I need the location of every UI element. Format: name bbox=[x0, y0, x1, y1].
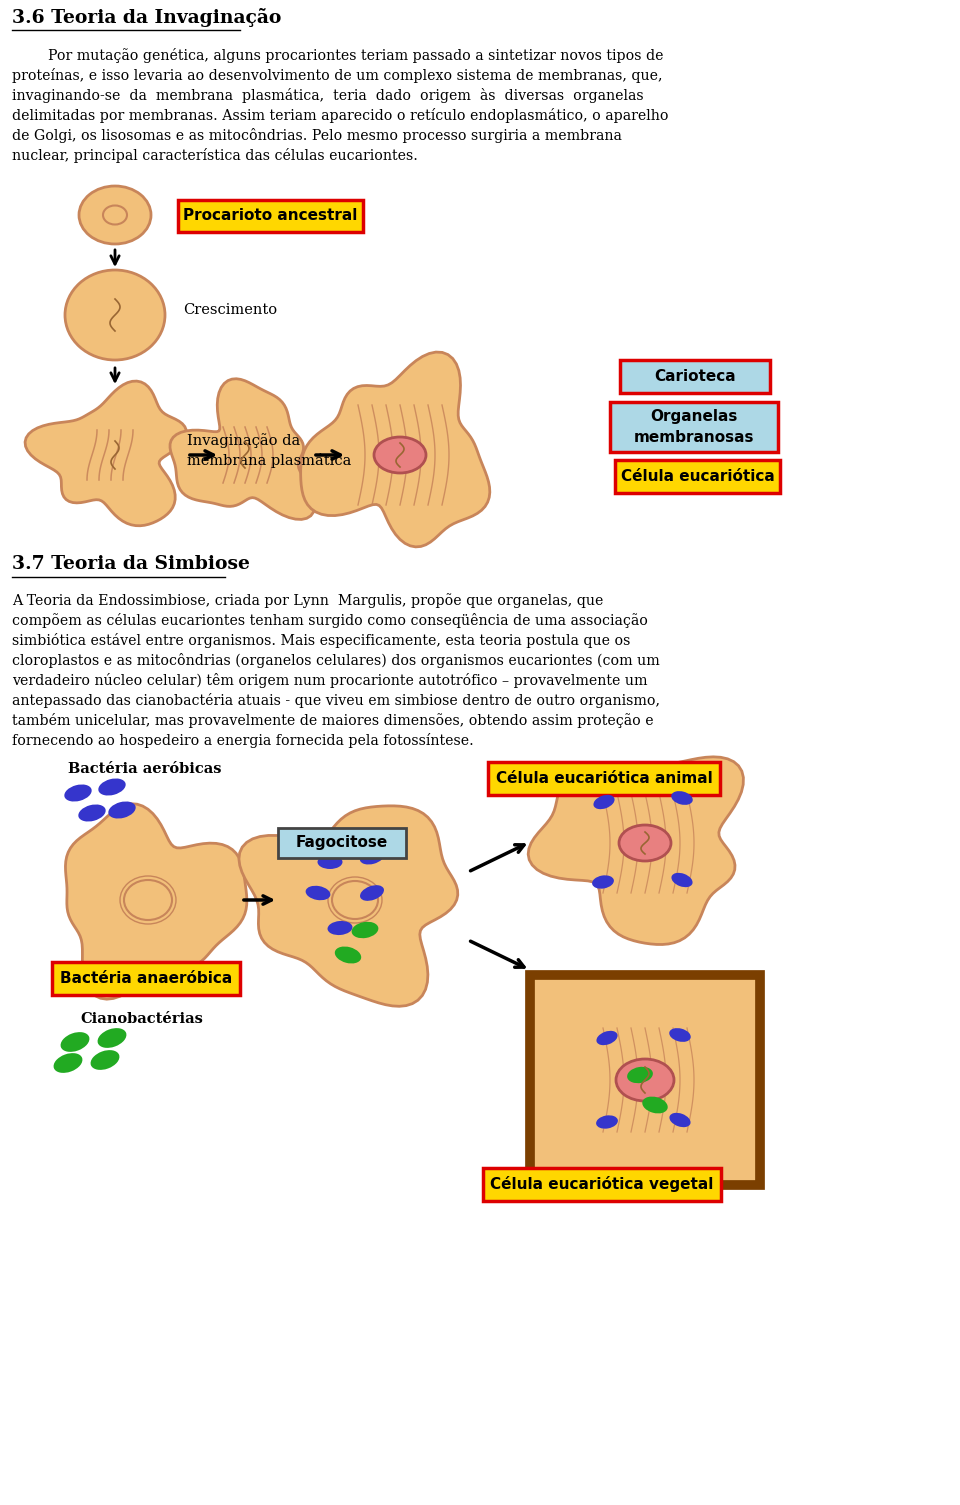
Ellipse shape bbox=[98, 1028, 127, 1047]
Ellipse shape bbox=[98, 778, 126, 796]
Text: Bactéria anaeróbica: Bactéria anaeróbica bbox=[60, 971, 232, 986]
Ellipse shape bbox=[642, 1097, 668, 1114]
Polygon shape bbox=[528, 757, 743, 945]
Text: também unicelular, mas provavelmente de maiores dimensões, obtendo assim proteçã: também unicelular, mas provavelmente de … bbox=[12, 713, 654, 728]
Text: antepassado das cianobactéria atuais - que viveu em simbiose dentro de outro org: antepassado das cianobactéria atuais - q… bbox=[12, 692, 660, 707]
Text: compõem as células eucariontes tenham surgido como conseqüência de uma associaçã: compõem as células eucariontes tenham su… bbox=[12, 613, 648, 628]
Text: Invaginação da: Invaginação da bbox=[187, 433, 300, 448]
Ellipse shape bbox=[619, 825, 671, 861]
Text: Organelas: Organelas bbox=[650, 409, 737, 424]
Bar bbox=[52, 962, 240, 995]
Text: invaginando-se  da  membrana  plasmática,  teria  dado  origem  às  diversas  or: invaginando-se da membrana plasmática, t… bbox=[12, 87, 643, 102]
Ellipse shape bbox=[79, 187, 151, 244]
Bar bbox=[488, 762, 720, 795]
Ellipse shape bbox=[616, 1060, 674, 1102]
Text: fornecendo ao hospedeiro a energia fornecida pela fotossíntese.: fornecendo ao hospedeiro a energia forne… bbox=[12, 733, 473, 748]
Text: Crescimento: Crescimento bbox=[183, 303, 277, 318]
Ellipse shape bbox=[596, 1115, 618, 1129]
Text: membranosas: membranosas bbox=[634, 429, 755, 444]
Ellipse shape bbox=[305, 886, 330, 900]
Ellipse shape bbox=[360, 849, 384, 864]
Ellipse shape bbox=[65, 269, 165, 360]
Text: Fagocitose: Fagocitose bbox=[296, 835, 388, 850]
Ellipse shape bbox=[64, 784, 92, 802]
Bar bbox=[483, 1168, 721, 1201]
Text: membrana plasmática: membrana plasmática bbox=[187, 453, 351, 468]
Text: A Teoria da Endossimbiose, criada por Lynn  Margulis, propõe que organelas, que: A Teoria da Endossimbiose, criada por Ly… bbox=[12, 593, 604, 608]
Polygon shape bbox=[25, 381, 186, 525]
Ellipse shape bbox=[54, 1054, 83, 1073]
Text: Procarioto ancestral: Procarioto ancestral bbox=[183, 209, 358, 224]
Text: cloroplastos e as mitocôndrias (organelos celulares) dos organismos eucariontes : cloroplastos e as mitocôndrias (organelo… bbox=[12, 653, 660, 668]
Ellipse shape bbox=[90, 1050, 119, 1070]
Ellipse shape bbox=[669, 1112, 690, 1127]
Text: 3.6 Teoria da Invaginação: 3.6 Teoria da Invaginação bbox=[12, 8, 281, 27]
Ellipse shape bbox=[671, 873, 692, 886]
Ellipse shape bbox=[108, 802, 135, 819]
Text: Carioteca: Carioteca bbox=[654, 369, 735, 384]
Ellipse shape bbox=[593, 795, 614, 810]
Ellipse shape bbox=[351, 921, 378, 938]
Text: nuclear, principal característica das células eucariontes.: nuclear, principal característica das cé… bbox=[12, 147, 418, 163]
Bar bbox=[615, 461, 780, 494]
Text: Célula eucariótica vegetal: Célula eucariótica vegetal bbox=[491, 1177, 713, 1192]
Ellipse shape bbox=[318, 855, 343, 868]
Text: delimitadas por membranas. Assim teriam aparecido o retículo endoplasmático, o a: delimitadas por membranas. Assim teriam … bbox=[12, 108, 668, 123]
Text: verdadeiro núcleo celular) têm origem num procarionte autotrófico – provavelment: verdadeiro núcleo celular) têm origem nu… bbox=[12, 673, 647, 688]
Polygon shape bbox=[239, 805, 458, 1007]
Ellipse shape bbox=[669, 1028, 691, 1041]
Bar bbox=[620, 360, 770, 393]
Ellipse shape bbox=[360, 885, 384, 901]
Bar bbox=[610, 402, 778, 452]
Bar bbox=[530, 975, 760, 1184]
Polygon shape bbox=[170, 379, 315, 519]
Ellipse shape bbox=[335, 947, 361, 963]
Polygon shape bbox=[300, 352, 490, 546]
Ellipse shape bbox=[627, 1067, 653, 1084]
Ellipse shape bbox=[374, 436, 426, 473]
Ellipse shape bbox=[79, 805, 106, 822]
Bar bbox=[278, 828, 406, 858]
Text: proteínas, e isso levaria ao desenvolvimento de um complexo sistema de membranas: proteínas, e isso levaria ao desenvolvim… bbox=[12, 68, 662, 83]
Text: Célula eucariótica: Célula eucariótica bbox=[620, 470, 775, 485]
Text: Cianobactérias: Cianobactérias bbox=[80, 1011, 203, 1026]
Text: Célula eucariótica animal: Célula eucariótica animal bbox=[495, 771, 712, 786]
Ellipse shape bbox=[596, 1031, 617, 1044]
Bar bbox=[178, 200, 363, 232]
Text: Bactéria aeróbicas: Bactéria aeróbicas bbox=[68, 762, 222, 777]
Text: 3.7 Teoria da Simbiose: 3.7 Teoria da Simbiose bbox=[12, 555, 250, 573]
Ellipse shape bbox=[592, 876, 613, 888]
Ellipse shape bbox=[60, 1032, 89, 1052]
Text: simbiótica estável entre organismos. Mais especificamente, esta teoria postula q: simbiótica estável entre organismos. Mai… bbox=[12, 634, 631, 649]
Ellipse shape bbox=[327, 921, 352, 935]
Polygon shape bbox=[65, 804, 247, 999]
Text: de Golgi, os lisosomas e as mitocôndrias. Pelo mesmo processo surgiria a membran: de Golgi, os lisosomas e as mitocôndrias… bbox=[12, 128, 622, 143]
Ellipse shape bbox=[671, 792, 693, 805]
Text: Por mutação genética, alguns procariontes teriam passado a sintetizar novos tipo: Por mutação genética, alguns procarionte… bbox=[12, 48, 663, 63]
